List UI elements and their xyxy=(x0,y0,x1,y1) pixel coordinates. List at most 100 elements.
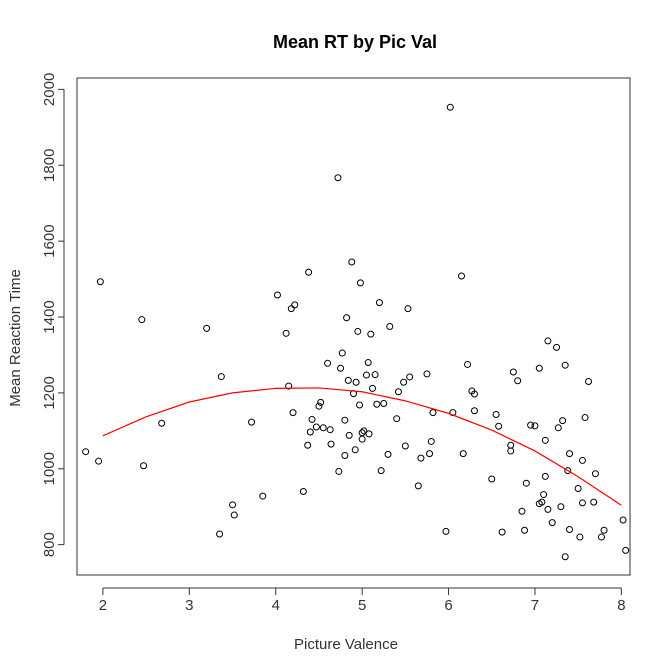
data-point xyxy=(327,440,335,448)
data-point xyxy=(217,373,225,381)
data-point xyxy=(248,418,256,426)
y-axis-label: Mean Reaction Time xyxy=(7,269,24,407)
data-point xyxy=(464,360,472,368)
data-point xyxy=(289,409,297,417)
data-point xyxy=(335,467,343,475)
data-point xyxy=(337,364,345,372)
data-point xyxy=(581,414,589,422)
data-point xyxy=(287,305,295,313)
data-point xyxy=(305,268,313,276)
data-point xyxy=(597,533,605,541)
data-point xyxy=(377,467,385,475)
x-tick-label: 5 xyxy=(358,597,366,614)
data-point xyxy=(591,470,599,478)
data-point xyxy=(341,451,349,459)
data-point xyxy=(566,450,574,458)
data-point xyxy=(522,479,530,487)
data-point xyxy=(600,526,608,534)
data-point xyxy=(429,409,437,417)
data-point xyxy=(384,450,392,458)
data-point xyxy=(566,525,574,533)
data-point xyxy=(559,417,567,425)
y-tick-label: 1200 xyxy=(41,376,58,409)
data-point xyxy=(338,349,346,357)
chart-title: Mean RT by Pic Val xyxy=(273,32,437,52)
data-point xyxy=(341,416,349,424)
data-point xyxy=(541,436,549,444)
data-point xyxy=(622,546,630,554)
x-tick-label: 4 xyxy=(272,597,280,614)
data-point xyxy=(585,378,593,386)
data-point xyxy=(404,305,412,313)
data-point xyxy=(367,330,375,338)
y-tick-label: 1600 xyxy=(41,224,58,257)
data-point xyxy=(317,398,325,406)
data-point xyxy=(498,528,506,536)
data-point xyxy=(364,359,372,367)
y-tick-label: 1000 xyxy=(41,452,58,485)
data-point xyxy=(540,491,548,499)
data-point xyxy=(521,526,529,534)
data-point xyxy=(358,429,366,437)
y-tick-label: 1800 xyxy=(41,149,58,182)
data-point xyxy=(365,430,373,438)
data-point xyxy=(348,258,356,266)
data-point xyxy=(488,475,496,483)
data-points xyxy=(82,103,630,561)
data-point xyxy=(362,371,370,379)
data-point xyxy=(229,501,237,509)
data-point xyxy=(470,407,478,415)
data-point xyxy=(509,368,517,376)
data-point xyxy=(564,467,572,475)
data-point xyxy=(557,503,565,511)
data-point xyxy=(140,462,148,470)
data-point xyxy=(527,421,535,429)
data-point xyxy=(203,324,211,332)
x-tick-label: 3 xyxy=(185,597,193,614)
data-point xyxy=(352,378,360,386)
data-point xyxy=(561,361,569,369)
data-point xyxy=(578,499,586,507)
data-point xyxy=(344,376,352,384)
x-axis: 2 3 4 5 6 7 8 xyxy=(99,587,626,614)
data-point xyxy=(553,343,561,351)
data-point xyxy=(514,377,522,385)
data-point xyxy=(619,516,627,524)
y-tick-label: 800 xyxy=(41,532,58,557)
data-point xyxy=(507,441,515,449)
data-point xyxy=(414,482,422,490)
data-point xyxy=(417,454,425,462)
data-point xyxy=(308,415,316,423)
data-point xyxy=(554,424,562,432)
data-point xyxy=(470,390,478,398)
fit-curve xyxy=(102,387,622,506)
data-point xyxy=(538,498,546,506)
y-tick-label: 2000 xyxy=(41,73,58,106)
y-axis: 800 1000 1200 1400 1600 1800 2000 xyxy=(41,73,65,557)
data-point xyxy=(345,431,353,439)
data-point xyxy=(590,498,598,506)
data-point xyxy=(561,553,569,561)
data-point xyxy=(394,388,402,396)
data-point xyxy=(319,424,327,432)
y-tick-label: 1400 xyxy=(41,300,58,333)
data-point xyxy=(574,484,582,492)
data-point xyxy=(82,448,90,456)
data-point xyxy=(343,314,351,322)
data-point xyxy=(541,472,549,480)
data-point xyxy=(400,378,408,386)
data-point xyxy=(458,272,466,280)
data-point xyxy=(578,456,586,464)
data-point xyxy=(356,279,364,287)
data-point xyxy=(423,370,431,378)
data-point xyxy=(371,371,379,379)
data-point xyxy=(96,278,104,286)
data-point xyxy=(531,422,539,430)
data-point xyxy=(459,450,467,458)
data-point xyxy=(442,527,450,535)
data-point xyxy=(230,511,238,519)
data-point xyxy=(216,530,224,538)
